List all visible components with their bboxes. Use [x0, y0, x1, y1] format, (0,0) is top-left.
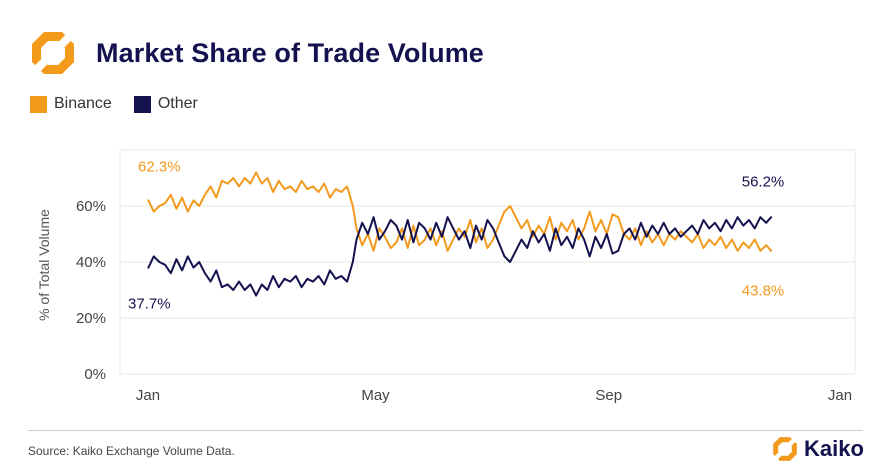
legend-label-other: Other — [157, 95, 198, 112]
chart-legend: Binance Other — [30, 95, 220, 113]
chart-series — [147, 171, 773, 297]
kaiko-logo-icon — [32, 32, 74, 74]
series-line-other — [147, 215, 773, 297]
chart-grid — [119, 149, 856, 375]
brand-name: Kaiko — [804, 436, 864, 461]
x-axis-ticks: Jan May Sep Jan — [136, 387, 852, 404]
chart-annotations: 62.3% 37.7% 56.2% 43.8% — [128, 159, 784, 313]
legend-item-other: Other — [133, 95, 198, 113]
footer-brand: Kaiko — [772, 436, 864, 462]
x-tick-label: May — [361, 387, 390, 404]
page-title: Market Share of Trade Volume — [96, 37, 484, 68]
source-note: Source: Kaiko Exchange Volume Data. — [28, 444, 235, 458]
data-label-other-start: 37.7% — [128, 295, 171, 312]
series-line-binance — [147, 171, 773, 253]
chart-header: Market Share of Trade Volume — [30, 30, 484, 76]
legend-swatch-binance — [30, 95, 47, 113]
y-tick-label: 20% — [76, 310, 106, 327]
y-axis-label: % of Total Volume — [36, 209, 52, 321]
legend-swatch-other — [133, 95, 151, 113]
y-tick-label: 40% — [76, 254, 106, 271]
x-tick-label: Jan — [136, 387, 160, 404]
data-label-binance-start: 62.3% — [138, 159, 181, 176]
kaiko-brand-icon — [773, 437, 797, 461]
legend-item-binance: Binance — [30, 95, 112, 113]
y-tick-label: 0% — [84, 366, 106, 383]
legend-label-binance: Binance — [54, 95, 112, 112]
x-tick-label: Sep — [595, 387, 622, 404]
x-tick-label: Jan — [828, 387, 852, 404]
data-label-binance-end: 43.8% — [742, 282, 785, 299]
y-axis-ticks: 0% 20% 40% 60% — [76, 198, 106, 383]
data-label-other-end: 56.2% — [742, 174, 785, 191]
line-chart: 0% 20% 40% 60% Jan May Sep Jan % of Total Volu… — [36, 149, 856, 404]
y-tick-label: 60% — [76, 198, 106, 215]
footer-divider — [28, 430, 863, 431]
